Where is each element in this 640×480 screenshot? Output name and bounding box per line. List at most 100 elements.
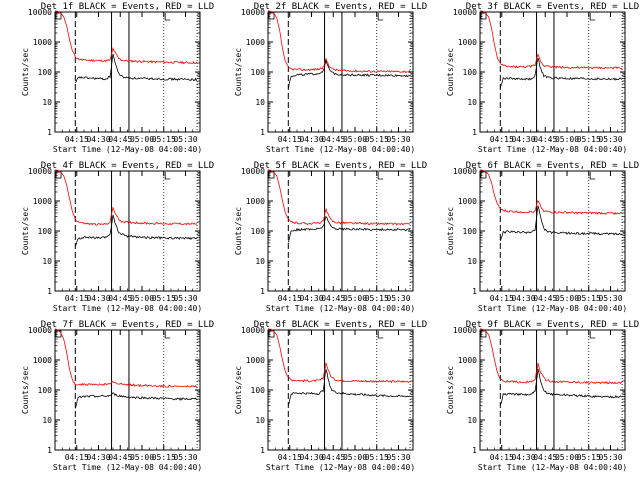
corner-marker — [55, 171, 62, 179]
x-tick-label: 04:30 — [511, 453, 535, 462]
y-tick-label: 100 — [38, 386, 53, 395]
x-tick-label: 04:15 — [65, 294, 89, 303]
x-tick-label: 04:45 — [108, 294, 132, 303]
detector-panel: Det 2f BLACK = Events, RED = LLD 1 10 100 10… — [234, 2, 427, 154]
lld-rate-series — [54, 169, 198, 226]
x-tick-label: 04:30 — [86, 453, 110, 462]
y-tick-label: 1000 — [246, 197, 265, 206]
y-tick-label: 1 — [47, 446, 52, 455]
y-tick-label: 1000 — [458, 38, 477, 47]
plot-frame — [267, 329, 414, 451]
y-tick-label: 100 — [251, 227, 266, 236]
lld-rate-series — [267, 169, 411, 226]
y-tick-label: 10 — [467, 416, 477, 425]
y-axis-label: Counts/sec — [234, 366, 243, 414]
y-tick-label: 10000 — [28, 326, 52, 335]
y-tick-label: 10000 — [453, 8, 477, 17]
x-axis-label: Start Time (12-May-08 04:00:40) — [478, 145, 627, 154]
corner-marker — [268, 330, 275, 338]
corner-bracket — [377, 331, 384, 339]
y-tick-label: 100 — [38, 68, 53, 77]
x-tick-label: 05:30 — [598, 453, 622, 462]
plot-frame — [479, 170, 626, 292]
y-tick-label: 100 — [463, 68, 478, 77]
corner-bracket — [589, 172, 596, 180]
y-axis-label: Counts/sec — [446, 366, 455, 414]
panel-title: Det 3f BLACK = Events, RED = LLD — [466, 2, 639, 12]
x-tick-label: 04:45 — [108, 135, 132, 144]
y-tick-label: 1 — [260, 128, 265, 137]
x-tick-label: 04:45 — [321, 453, 345, 462]
x-axis-label: Start Time (12-May-08 04:00:40) — [53, 304, 202, 313]
y-axis-label: Counts/sec — [446, 207, 455, 255]
y-tick-label: 1 — [260, 446, 265, 455]
x-tick-label: 04:15 — [278, 453, 302, 462]
x-axis-label: Start Time (12-May-08 04:00:40) — [266, 463, 415, 472]
y-tick-label: 10 — [42, 98, 52, 107]
lld-rate-series — [267, 328, 411, 384]
event-rate-series — [74, 392, 198, 409]
y-tick-label: 10000 — [28, 8, 52, 17]
y-tick-label: 1000 — [33, 38, 52, 47]
x-tick-label: 04:15 — [490, 453, 514, 462]
y-axis-label: Counts/sec — [234, 207, 243, 255]
x-tick-label: 05:15 — [152, 135, 176, 144]
x-tick-label: 04:15 — [490, 294, 514, 303]
x-tick-label: 05:15 — [365, 453, 389, 462]
y-tick-label: 100 — [38, 227, 53, 236]
y-tick-label: 10 — [255, 98, 265, 107]
y-tick-label: 10000 — [453, 326, 477, 335]
y-tick-label: 1 — [472, 128, 477, 137]
x-tick-label: 04:45 — [108, 453, 132, 462]
corner-marker — [268, 12, 275, 20]
x-tick-label: 05:15 — [577, 294, 601, 303]
lld-rate-series — [267, 10, 411, 74]
x-tick-label: 05:30 — [598, 135, 622, 144]
lld-rate-series — [479, 10, 623, 70]
y-axis-label: Counts/sec — [446, 48, 455, 96]
x-tick-label: 05:00 — [555, 453, 579, 462]
y-tick-label: 10000 — [241, 326, 265, 335]
x-tick-label: 05:00 — [555, 135, 579, 144]
x-tick-label: 05:30 — [386, 294, 410, 303]
detector-panel: Det 4f BLACK = Events, RED = LLD 1 10 100 10… — [21, 161, 214, 313]
x-tick-label: 05:15 — [152, 294, 176, 303]
corner-bracket — [164, 13, 171, 21]
x-tick-label: 05:30 — [173, 135, 197, 144]
plot-frame — [479, 11, 626, 133]
corner-bracket — [377, 13, 384, 21]
lld-rate-series — [479, 169, 623, 216]
x-tick-label: 05:15 — [577, 135, 601, 144]
plot-frame — [267, 11, 414, 133]
detector-panel: Det 6f BLACK = Events, RED = LLD 1 10 100 10… — [446, 161, 639, 313]
x-tick-label: 05:00 — [130, 135, 154, 144]
y-tick-label: 1000 — [246, 38, 265, 47]
x-tick-label: 04:30 — [511, 294, 535, 303]
plot-frame — [267, 170, 414, 292]
corner-bracket — [164, 331, 171, 339]
lld-rate-series — [54, 328, 198, 388]
corner-marker — [480, 330, 487, 338]
x-tick-label: 05:30 — [386, 135, 410, 144]
x-tick-label: 04:30 — [299, 135, 323, 144]
x-tick-label: 04:15 — [490, 135, 514, 144]
x-tick-label: 05:15 — [365, 294, 389, 303]
y-tick-label: 100 — [251, 386, 266, 395]
y-tick-label: 10000 — [241, 167, 265, 176]
x-axis-label: Start Time (12-May-08 04:00:40) — [266, 145, 415, 154]
y-tick-label: 10 — [467, 98, 477, 107]
corner-marker — [268, 171, 275, 179]
y-tick-label: 1 — [47, 128, 52, 137]
x-tick-label: 05:00 — [555, 294, 579, 303]
panel-title: Det 5f BLACK = Events, RED = LLD — [254, 161, 427, 171]
x-tick-label: 05:00 — [130, 294, 154, 303]
panel-title: Det 6f BLACK = Events, RED = LLD — [466, 161, 639, 171]
y-axis-label: Counts/sec — [21, 48, 30, 96]
x-axis-label: Start Time (12-May-08 04:00:40) — [266, 304, 415, 313]
x-tick-label: 04:45 — [533, 294, 557, 303]
y-tick-label: 1000 — [33, 197, 52, 206]
corner-marker — [55, 12, 62, 20]
y-axis-label: Counts/sec — [21, 207, 30, 255]
panel-title: Det 2f BLACK = Events, RED = LLD — [254, 2, 427, 12]
